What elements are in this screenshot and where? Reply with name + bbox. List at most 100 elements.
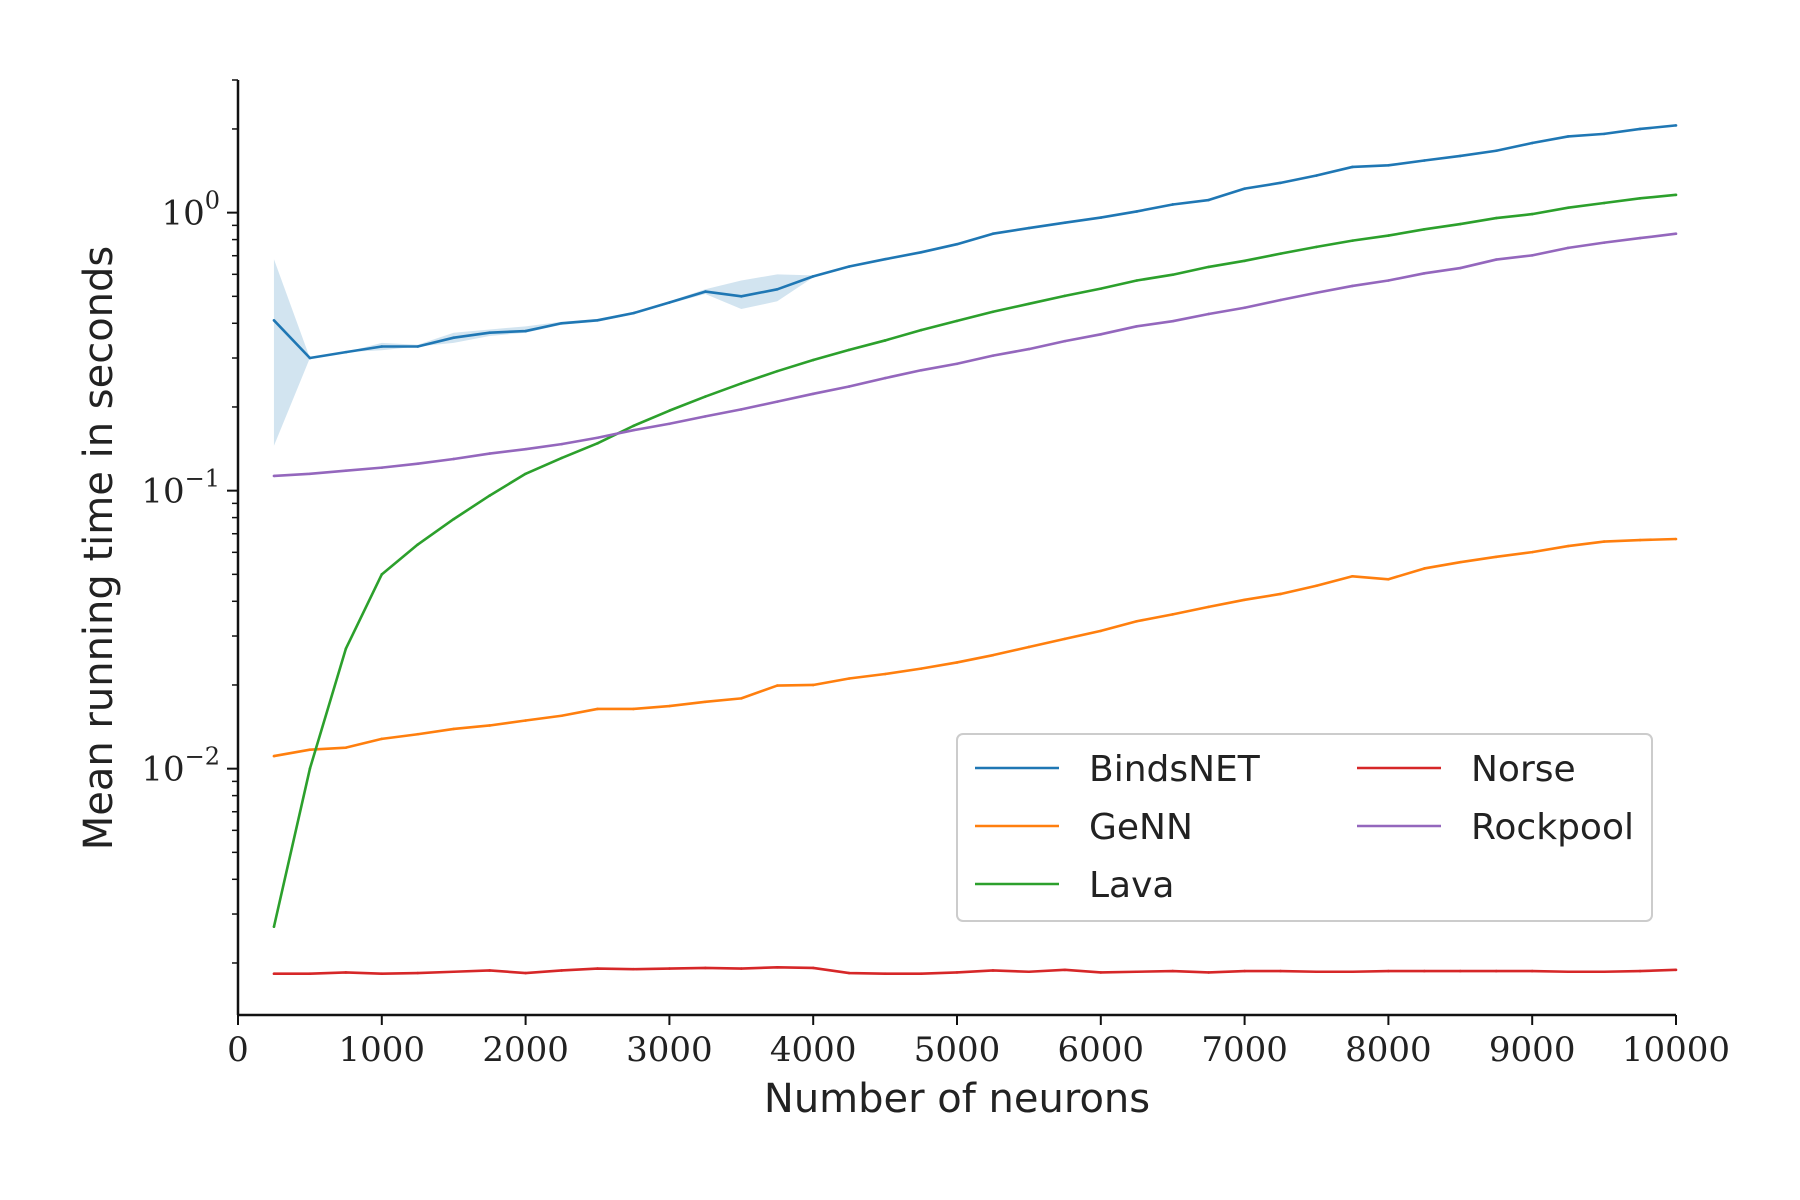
data-point: [1207, 605, 1210, 609]
data-point: [668, 301, 671, 304]
data-point: [380, 466, 384, 469]
data-point: [1171, 969, 1174, 973]
data-point: [847, 971, 851, 975]
data-point: [991, 354, 995, 357]
data-point: [740, 408, 743, 411]
data-point: [1638, 236, 1642, 240]
data-point: [1602, 970, 1606, 974]
data-point: [1423, 159, 1426, 162]
data-point: [416, 543, 420, 546]
data-point: [452, 727, 456, 731]
data-point: [1566, 206, 1570, 209]
data-point: [1279, 969, 1282, 973]
data-point: [668, 967, 671, 970]
data-point: [1315, 970, 1318, 974]
series-lines: [272, 124, 1678, 976]
data-point: [308, 748, 312, 752]
data-point: [1351, 970, 1354, 974]
data-point: [991, 310, 995, 314]
data-point: [1243, 187, 1246, 190]
data-point: [1135, 619, 1139, 623]
data-point: [596, 707, 599, 711]
data-point: [488, 494, 491, 497]
y-axis-label: Mean running time in seconds: [76, 246, 122, 851]
data-point: [811, 966, 815, 970]
legend-item-norse: Norse: [1357, 749, 1576, 790]
data-point: [1315, 584, 1318, 588]
legend-item-lava: Lava: [975, 865, 1174, 906]
data-point: [344, 746, 348, 749]
data-point: [1171, 319, 1174, 323]
data-point: [1063, 637, 1067, 641]
data-point: [811, 358, 815, 362]
data-point: [1494, 258, 1498, 261]
data-point: [1638, 538, 1642, 542]
data-point: [272, 972, 276, 976]
data-point: [883, 339, 887, 342]
series-line-norse: [273, 965, 1677, 976]
data-point: [775, 400, 779, 403]
data-point: [1027, 302, 1031, 306]
data-point: [560, 714, 563, 718]
data-point: [1530, 969, 1534, 973]
data-point: [1207, 198, 1210, 202]
data-point: [1099, 216, 1103, 219]
x-tick-label: 0: [227, 1030, 249, 1070]
data-point: [1243, 306, 1246, 310]
data-point: [1135, 210, 1139, 213]
data-point: [919, 667, 923, 670]
data-point: [380, 345, 384, 348]
data-point: [775, 369, 779, 373]
data-point: [308, 972, 312, 976]
data-point: [883, 376, 887, 380]
x-tick-label: 4000: [770, 1030, 857, 1070]
data-point: [1207, 971, 1210, 974]
data-point: [1099, 971, 1103, 974]
data-point: [991, 969, 995, 972]
data-point: [1171, 613, 1174, 616]
data-point: [272, 319, 276, 322]
band-bindsnet: [273, 125, 1677, 446]
data-point: [1135, 325, 1139, 328]
data-point: [811, 683, 815, 687]
data-point: [488, 452, 491, 455]
data-point: [1171, 203, 1174, 206]
data-point: [1243, 259, 1246, 263]
x-axis-label: Number of neurons: [764, 1076, 1150, 1122]
series-points-genn: [272, 537, 1678, 758]
data-point: [1207, 265, 1210, 269]
legend-label: Lava: [1089, 865, 1174, 906]
data-point: [344, 647, 348, 651]
data-point: [452, 517, 456, 521]
data-point: [524, 971, 527, 975]
data-point: [380, 573, 384, 576]
legend-item-rockpool: Rockpool: [1357, 807, 1634, 848]
data-point: [1638, 969, 1642, 973]
data-point: [596, 967, 599, 970]
data-point: [452, 336, 456, 339]
legend-label: GeNN: [1089, 807, 1193, 848]
data-point: [524, 719, 527, 722]
data-point: [416, 462, 420, 466]
series-line-rockpool: [273, 232, 1677, 478]
data-point: [272, 474, 276, 478]
data-point: [1459, 222, 1462, 226]
data-point: [1530, 141, 1534, 145]
data-point: [919, 972, 923, 976]
data-point: [919, 328, 923, 332]
data-point: [1063, 294, 1067, 298]
data-point: [1243, 598, 1246, 602]
data-point: [991, 653, 995, 657]
data-point: [380, 737, 384, 741]
data-point: [1494, 216, 1498, 220]
data-point: [919, 251, 923, 254]
data-point: [452, 457, 456, 461]
data-point: [1674, 968, 1678, 972]
data-point: [1315, 245, 1318, 249]
data-point: [632, 707, 635, 711]
data-point: [1135, 279, 1139, 282]
series-points-rockpool: [272, 232, 1678, 478]
data-point: [991, 232, 995, 235]
data-point: [775, 288, 779, 291]
